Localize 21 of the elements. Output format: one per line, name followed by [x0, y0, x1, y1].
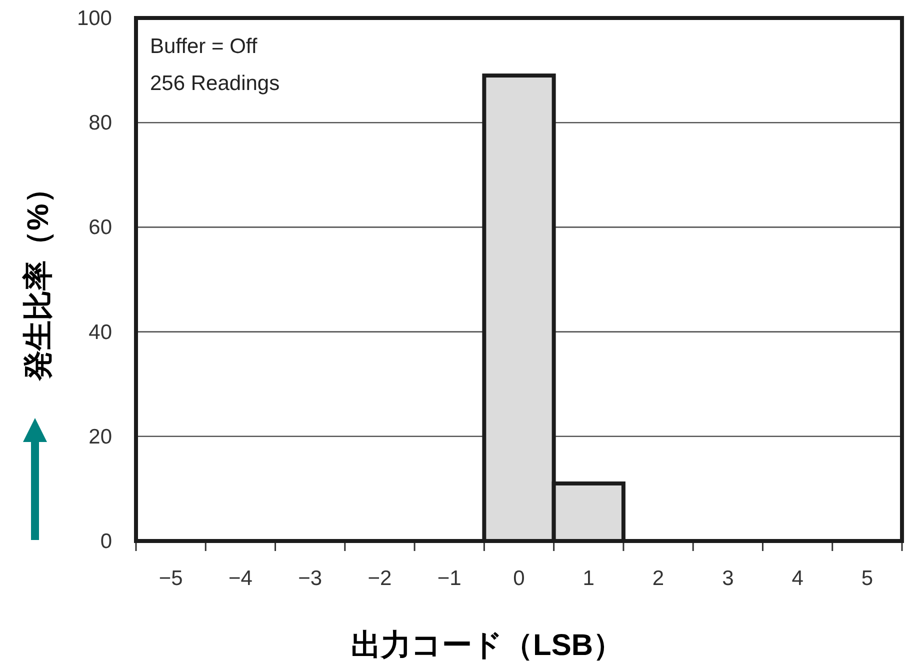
- x-tick-label: −1: [437, 567, 462, 590]
- x-tick-label: 5: [861, 567, 874, 590]
- y-tick-label: 80: [88, 112, 112, 135]
- x-tick-label: 3: [722, 567, 734, 590]
- x-tick-label: −3: [298, 567, 322, 590]
- annotation: 256 Readings: [150, 72, 280, 95]
- annotation: Buffer = Off: [150, 35, 258, 58]
- y-tick-label: 0: [100, 530, 112, 553]
- x-tick-label: 1: [582, 567, 594, 590]
- y-tick-label: 20: [88, 425, 112, 448]
- y-tick-label: 60: [88, 216, 112, 240]
- y-tick-label: 100: [76, 7, 112, 30]
- x-tick-label: 2: [652, 567, 664, 590]
- x-axis-title: 出力コード（LSB）: [351, 629, 623, 662]
- x-tick-label: 0: [513, 567, 525, 590]
- y-axis-title: 発生比率（%）: [21, 174, 55, 382]
- x-tick-label: −2: [368, 567, 392, 590]
- x-tick-label: −4: [228, 567, 253, 590]
- x-tick-label: −5: [158, 567, 183, 590]
- x-tick-label: 4: [792, 567, 804, 590]
- y-tick-label: 40: [88, 320, 112, 344]
